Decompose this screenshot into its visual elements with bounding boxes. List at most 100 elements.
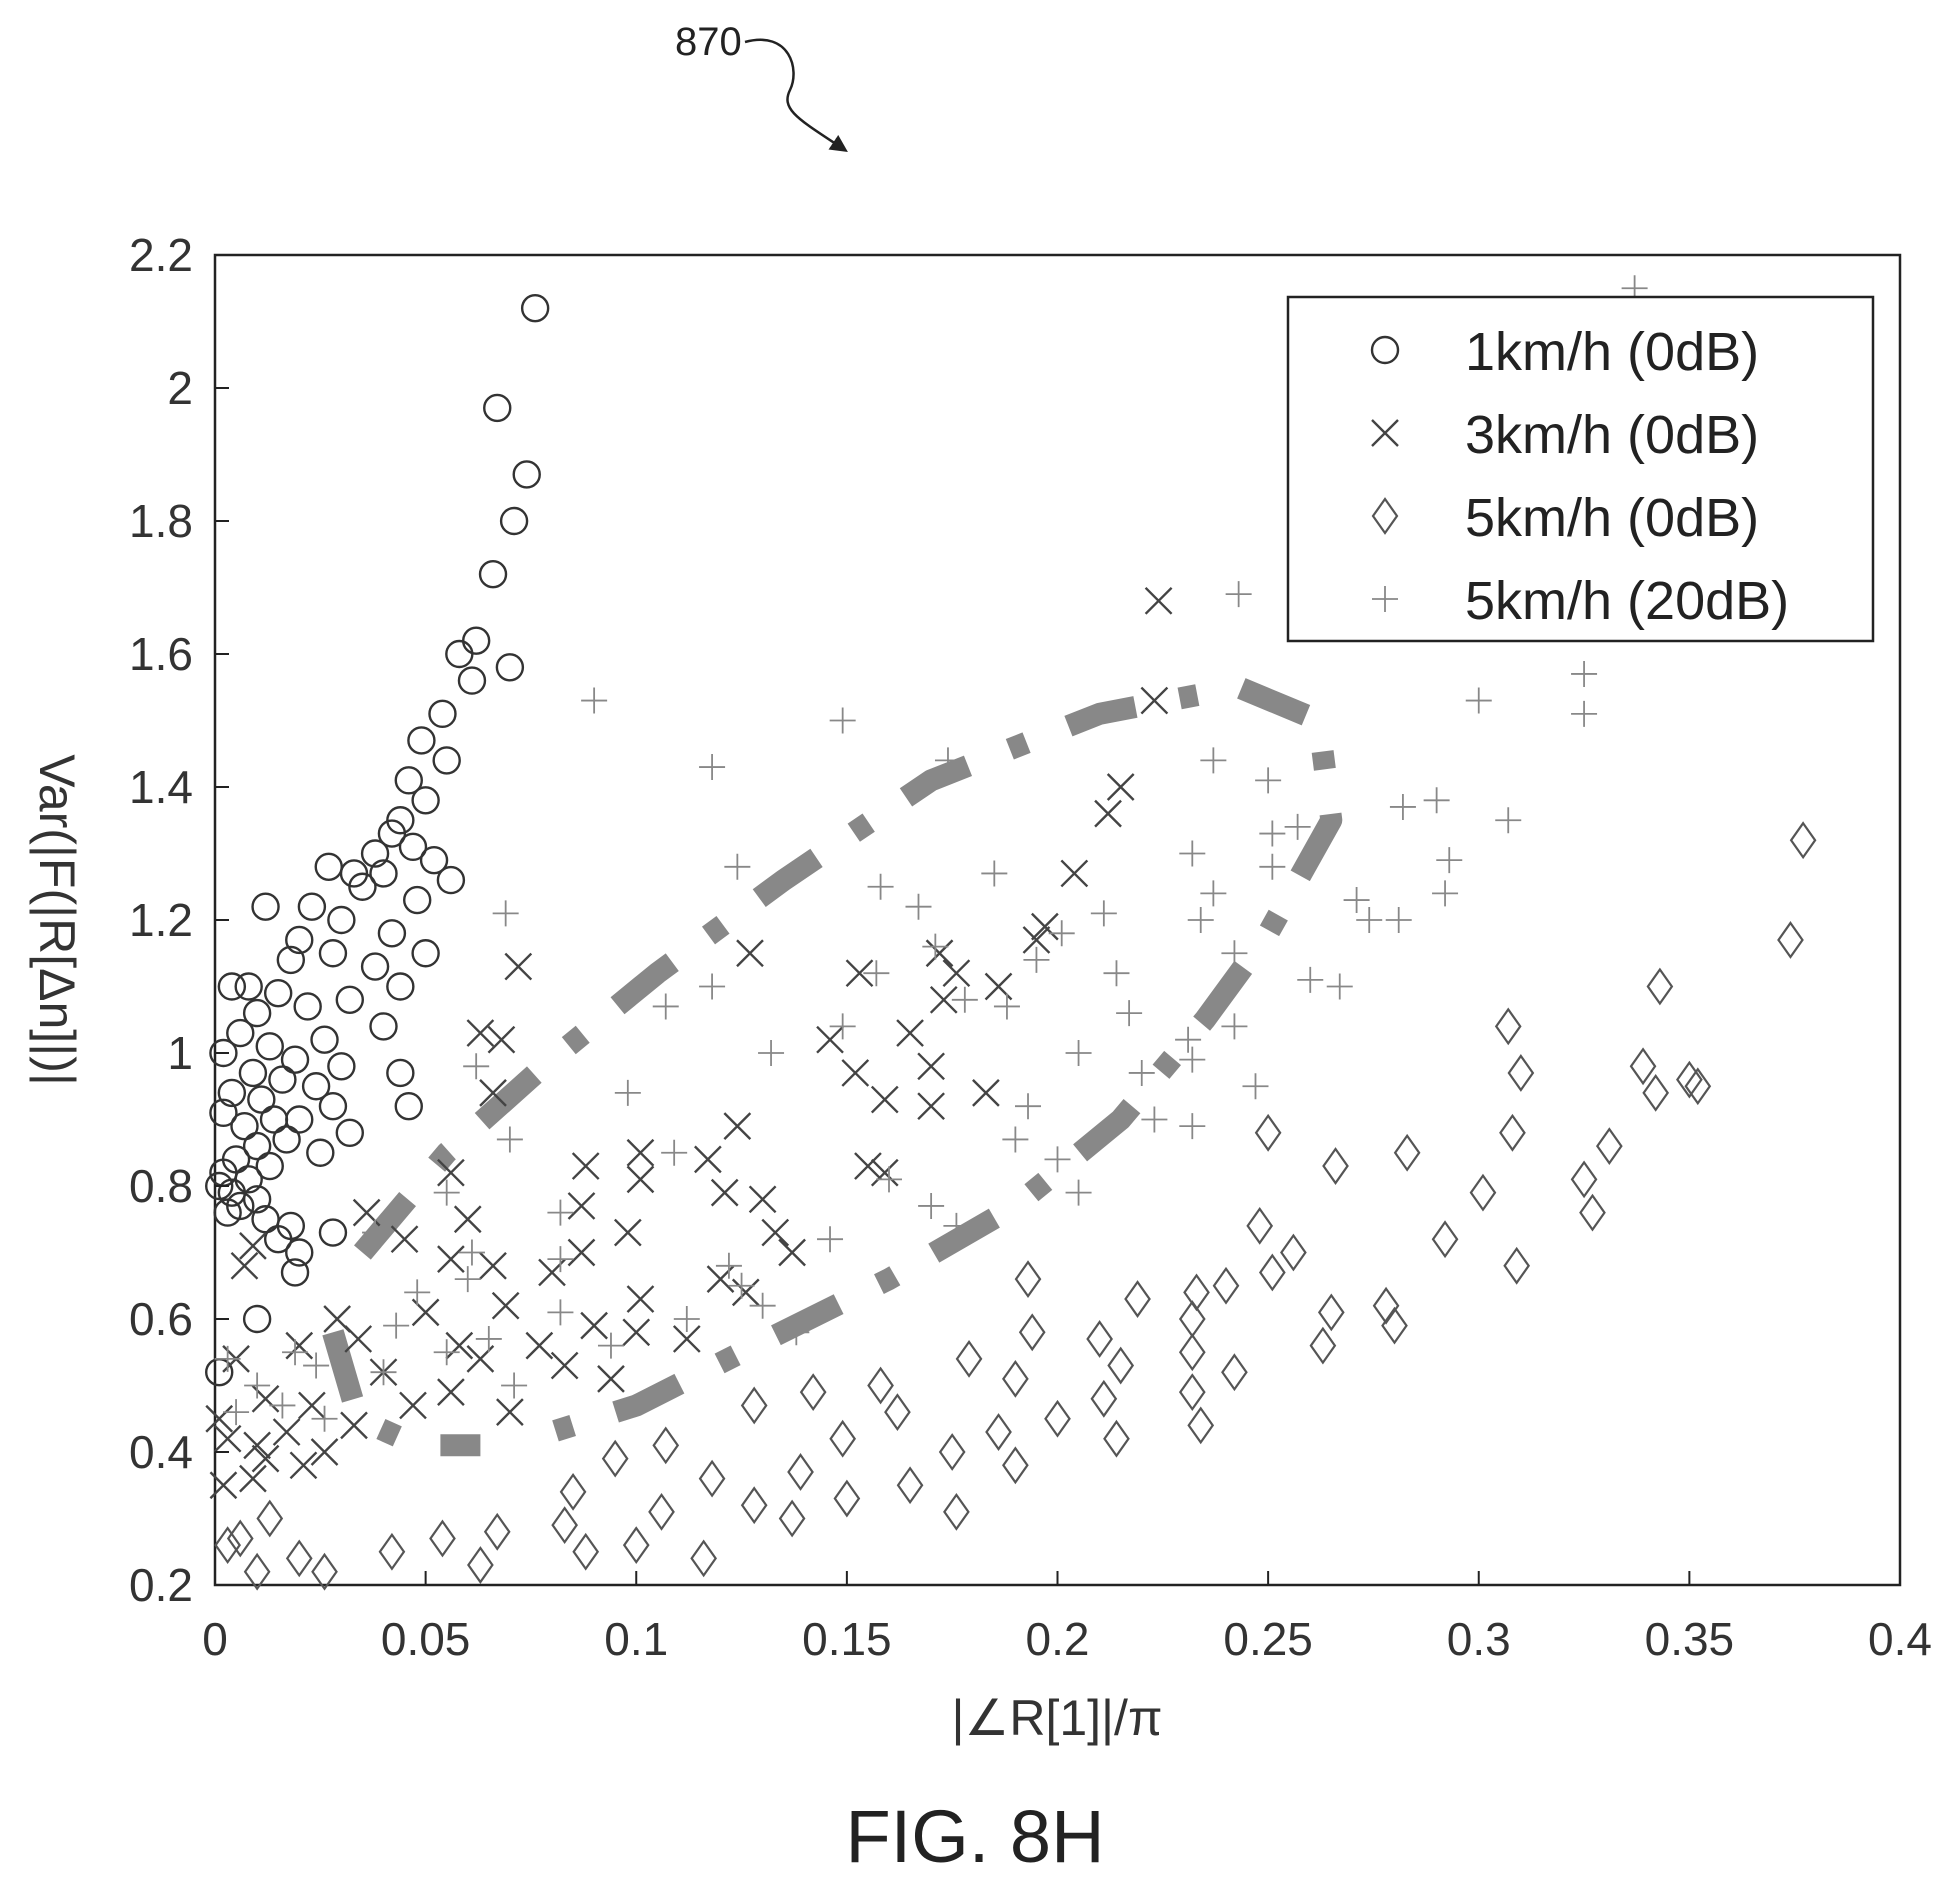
data-point-circle — [411, 786, 440, 815]
data-point-plus — [1044, 1146, 1071, 1173]
data-point-plus — [1423, 787, 1450, 814]
data-point-plus — [362, 1219, 389, 1246]
data-point-diamond — [1676, 1060, 1703, 1099]
data-point-plus — [1179, 840, 1206, 867]
data-point-circle — [242, 998, 272, 1028]
dash-dot-trend-curve — [354, 676, 1343, 1443]
data-point-plus — [829, 707, 856, 734]
data-point-plus — [1259, 820, 1286, 847]
data-point-x — [854, 1152, 882, 1180]
y-tick-label: 0.2 — [129, 1559, 193, 1611]
x-tick-label: 0.25 — [1223, 1613, 1313, 1665]
data-point-plus — [934, 747, 961, 774]
data-point-plus — [1200, 880, 1227, 907]
data-point-circle — [318, 1091, 348, 1121]
data-point-circle — [259, 1105, 289, 1134]
data-point-plus — [547, 1246, 574, 1273]
data-point-x — [243, 1431, 271, 1460]
legend-box — [1286, 295, 1875, 643]
data-point-plus — [1179, 1046, 1206, 1073]
data-point-x — [209, 1471, 238, 1500]
data-point-x — [917, 1052, 945, 1081]
legend: 1km/h (0dB) 3km/h (0dB) 5km/h (0dB) 5km/h (… — [1286, 295, 1875, 643]
data-point-plus — [581, 687, 608, 714]
data-point-plus — [496, 1126, 523, 1153]
data-point-plus — [1326, 973, 1353, 1000]
data-point-diamond — [483, 1512, 511, 1551]
data-point-plus — [463, 1053, 490, 1080]
data-point-circle — [457, 666, 487, 695]
data-point-plus — [597, 1332, 624, 1359]
data-point-plus — [1023, 946, 1050, 973]
data-point-circle — [428, 699, 457, 729]
data-point-diamond — [1579, 1193, 1606, 1232]
data-point-plus — [1255, 767, 1282, 794]
data-point-circle — [398, 832, 428, 862]
data-point-plus — [905, 893, 932, 920]
data-point-x — [870, 1085, 899, 1114]
data-point-plus — [1128, 1059, 1155, 1086]
data-point-diamond — [829, 1419, 857, 1458]
data-point-x — [1094, 799, 1122, 828]
data-point-plus — [1465, 687, 1492, 714]
data-point-x — [251, 1444, 280, 1473]
data-point-diamond — [938, 1433, 966, 1471]
data-point-circle — [263, 978, 293, 1008]
data-point-plus — [501, 1372, 528, 1399]
data-point-circle — [272, 1125, 301, 1154]
data-point-diamond — [1322, 1147, 1349, 1185]
data-point-plus — [867, 873, 894, 900]
y-tick-label: 1.8 — [129, 495, 193, 547]
data-point-diamond — [778, 1499, 806, 1538]
data-point-diamond — [1002, 1359, 1029, 1398]
data-point-x — [289, 1451, 318, 1480]
data-point-x — [748, 1185, 777, 1214]
data-point-diamond — [1789, 821, 1817, 860]
data-point-circle — [242, 1304, 272, 1334]
data-point-circle — [436, 865, 466, 895]
x-axis: 0 0.05 0.1 0.15 0.2 0.25 0.3 0.35 0.4 — [202, 1571, 1932, 1665]
data-point-plus — [1116, 1000, 1143, 1027]
data-point-diamond — [1124, 1280, 1151, 1318]
data-point-diamond — [1103, 1419, 1130, 1458]
data-point-circle — [285, 925, 314, 955]
data-point-x — [466, 1019, 495, 1047]
data-point-plus — [1221, 1013, 1248, 1040]
data-point-plus — [783, 1319, 810, 1346]
data-point-plus — [817, 1226, 844, 1253]
data-point-x — [479, 1251, 507, 1280]
data-point-plus — [1002, 1126, 1029, 1153]
data-point-diamond — [1221, 1353, 1248, 1392]
data-point-circle — [335, 1118, 364, 1148]
data-point-x — [925, 939, 954, 968]
data-point-plus — [223, 1399, 250, 1426]
data-point-circle — [461, 626, 491, 655]
x-tick-label: 0.4 — [1868, 1613, 1932, 1665]
data-point-plus — [1259, 853, 1286, 880]
data-point-circle — [348, 872, 377, 901]
data-point-plus — [728, 1272, 755, 1299]
data-point-diamond — [1254, 1113, 1282, 1152]
data-point-x — [942, 959, 971, 988]
data-point-plus — [1343, 887, 1370, 914]
data-point-circle — [247, 1085, 276, 1114]
data-point-diamond — [1086, 1320, 1113, 1358]
data-point-plus — [1495, 807, 1522, 834]
data-point-diamond — [833, 1479, 861, 1518]
data-point-x — [230, 1251, 259, 1280]
data-point-x — [550, 1351, 579, 1380]
data-point-diamond — [1178, 1373, 1206, 1412]
data-point-diamond — [429, 1519, 456, 1558]
data-point-circle — [483, 393, 512, 423]
data-point-plus — [661, 1139, 688, 1166]
data-point-x — [1060, 859, 1089, 888]
annotation-curves — [322, 676, 1343, 1457]
data-point-diamond — [740, 1386, 768, 1425]
data-point-plus — [829, 1013, 856, 1040]
data-point-circle — [432, 746, 461, 775]
data-point-circle — [251, 892, 280, 921]
data-point-circle — [242, 1131, 272, 1161]
data-point-plus — [1571, 660, 1598, 687]
y-tick-label: 1 — [167, 1027, 193, 1079]
data-point-plus — [1179, 1113, 1206, 1140]
